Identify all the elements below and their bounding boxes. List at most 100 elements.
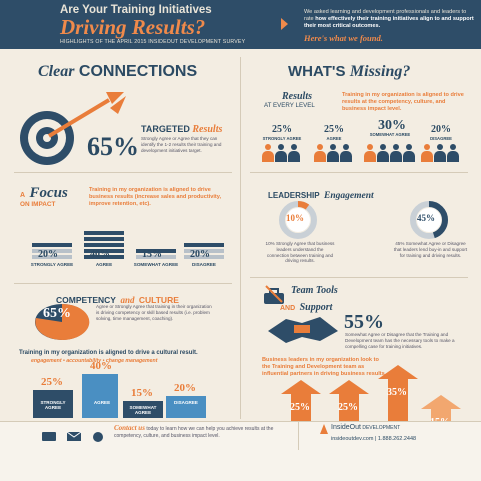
phone-icon[interactable] [93,432,103,442]
focus-bar-stripe [32,243,72,247]
leadership-title: LEADERSHIP Engagement [268,185,374,203]
targeted-pct: 65% [87,132,139,161]
focus-statement: Training in my organization is aligned t… [89,187,222,207]
arrow-fletch-2 [110,96,126,114]
culture-bar [166,396,206,418]
person-body-icon [447,151,459,162]
culture-bar-label: DISAGREE [174,400,198,405]
brand-logo-shape [320,424,328,434]
people-group-label: AGREE [326,136,342,141]
person-head-icon [291,144,297,150]
tools-pct: 55% [344,311,384,333]
tools-arrow [378,365,418,430]
culture-statement: Training in my organization is aligned t… [19,350,198,356]
focus-bar-label: DISAGREE [192,262,216,267]
brand-a: InsideOut [331,424,361,431]
clear-title-b: CONNECTIONS [78,63,198,80]
divider-focus [14,172,232,173]
culture-bar-pct: 40% [90,360,112,372]
people-group-pct: 20% [431,124,451,135]
focus-bar-label: STRONGLY AGREE [30,262,74,267]
tools-arrow-shape [329,380,369,430]
contact-desc: today to learn how we can help you achie… [114,426,274,439]
divider-leadership [250,172,468,173]
leadership-left-donut [279,201,317,239]
mail-flap [66,431,82,438]
focus-bar-stripe [84,249,124,253]
person-body-icon [262,151,274,162]
tools-arrow [329,380,369,430]
donut-center-left [286,208,310,232]
focus-bar-pct: 15% [142,249,162,260]
toolbox-body [264,293,284,304]
person-head-icon [393,144,399,150]
target-arrow-icon [20,92,126,165]
leadership-left-desc: 10% Strongly Agree that business leaders… [265,241,335,264]
culture-examples: engagement • accountability • change man… [31,358,158,364]
header-banner: Are Your Training Initiatives Driving Re… [0,0,481,49]
header-notch [281,18,288,30]
contact-line[interactable]: insideoutdev.com | 1.888.262.2448 [331,436,417,442]
person-body-icon [288,151,300,162]
person-head-icon [343,144,349,150]
focus-bar-label: AGREE [95,262,113,267]
competency-desc: Agree or Strongly Agree that training in… [96,304,212,321]
header-line2: Driving Results? [60,15,206,39]
divider-tools [250,277,468,278]
culture-bar [123,401,163,418]
missing-title: WHAT'S Missing? [288,63,410,81]
focus-bar-stripe [184,243,224,247]
targeted-b: Results [192,124,223,135]
chat-icon[interactable] [42,432,56,441]
wrench-shape [265,285,283,303]
tools-icon [264,285,284,304]
culture-bar-pct: 15% [131,387,153,399]
header-found: Here's what we found. [304,33,383,43]
person-body-icon [403,151,415,162]
people-group-pct: 30% [378,118,406,133]
tools-arrow-shape [378,365,418,430]
culture-bar-label: SOMEWHAT AGREE [129,405,157,415]
culture-bar-label: STRONGLY AGREE [40,400,66,410]
focus-bar-stripe [184,249,224,253]
competency-title-b: and [120,295,135,305]
focus-title-a: A [20,192,26,199]
clear-title-a: Clear [38,63,75,80]
competency-title-a: COMPETENCY [56,295,116,305]
person-head-icon [424,144,430,150]
culture-bar-pct: 25% [41,376,63,388]
brand-name: InsideOut DEVELOPMENT [331,424,400,431]
results-title: Results [282,91,313,102]
header-line1: Are Your Training Initiatives [60,4,212,16]
person-head-icon [380,144,386,150]
person-head-icon [406,144,412,150]
donut-fill-left [279,201,317,239]
person-body-icon [434,151,446,162]
person-body-icon [390,151,402,162]
column-divider [240,57,241,419]
focus-bar-pct: 20% [38,249,58,260]
competency-title: COMPETENCY and CULTURE [56,290,179,308]
tools-title-c: Support [299,302,333,313]
people-group-pct: 25% [272,124,292,135]
donut-fill-right [410,201,448,239]
divider-competency [14,283,232,284]
missing-statement: Training in my organization is aligned t… [342,92,464,112]
focus-bar-stripe [32,255,72,259]
leadership-left-pct: 10% [286,213,304,223]
targeted-title: TARGETED Results [141,124,222,135]
contact-us-link[interactable]: Contact us [114,424,145,432]
tools-arrow-shape [281,380,321,430]
focus-bar-stripe [184,255,224,259]
tools-title-a: Team Tools [291,285,338,296]
header-intro: We asked learning and development profes… [304,9,476,31]
donut-center-right [417,208,441,232]
tools-statement: Business leaders in my organization look… [262,357,387,377]
tools-desc: Somewhat Agree or Disagree that the Trai… [345,332,455,349]
person-body-icon [377,151,389,162]
person-body-icon [421,151,433,162]
person-head-icon [317,144,323,150]
results-subtitle: AT EVERY LEVEL [264,102,315,109]
competency-pct: 65% [43,306,71,321]
focus-bar-label: SOMEWHAT AGREE [133,262,179,267]
